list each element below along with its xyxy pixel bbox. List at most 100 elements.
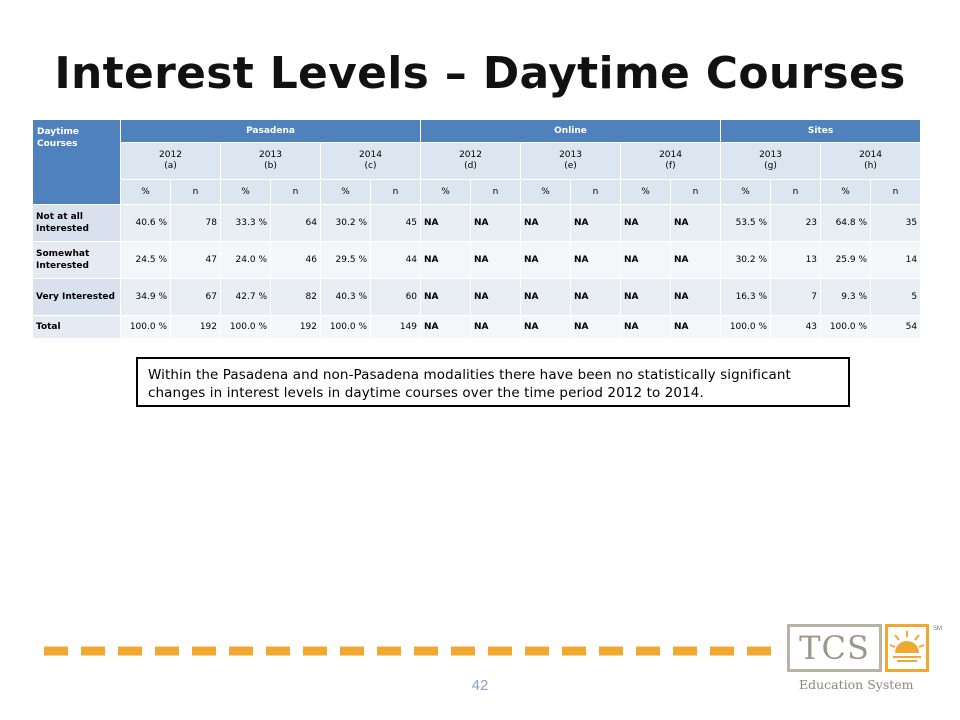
table-cell: 82 bbox=[270, 278, 321, 316]
table-cell: 44 bbox=[369, 241, 422, 279]
table-cell: NA bbox=[520, 241, 572, 279]
table-cell: 100.0 % bbox=[320, 315, 371, 339]
table-cell: 53.5 % bbox=[720, 204, 772, 242]
table-row: Not at all Interested 40.6 % 78 33.3 % 64 30.… bbox=[32, 204, 922, 242]
table-cell: 24.5 % bbox=[120, 241, 171, 279]
year-header: 2013 (e) bbox=[520, 142, 622, 180]
table-cell: NA bbox=[420, 241, 472, 279]
table-cell: NA bbox=[520, 315, 572, 339]
year-label: 2013 bbox=[759, 150, 782, 160]
logo-service-mark: SM bbox=[933, 626, 942, 632]
table-cell: 100.0 % bbox=[120, 315, 171, 339]
year-header: 2014 (f) bbox=[620, 142, 722, 180]
year-label: 2013 bbox=[559, 150, 582, 160]
table-cell: 45 bbox=[369, 204, 422, 242]
year-tag: (b) bbox=[264, 161, 277, 171]
year-tag: (a) bbox=[164, 161, 177, 171]
table-cell: 40.6 % bbox=[120, 204, 171, 242]
group-header-online: Online bbox=[420, 119, 722, 143]
logo-mark: TCS bbox=[787, 624, 882, 672]
year-label: 2014 bbox=[659, 150, 682, 160]
table-cell: NA bbox=[620, 204, 672, 242]
percent-column-header: % bbox=[720, 179, 772, 205]
table-cell: NA bbox=[620, 315, 672, 339]
count-column-header: n bbox=[770, 179, 822, 205]
table-cell: 64.8 % bbox=[820, 204, 872, 242]
table-row: Somewhat Interested 24.5 % 47 24.0 % 46 29.5 … bbox=[32, 241, 922, 279]
table-cell: 25.9 % bbox=[820, 241, 872, 279]
table-cell: NA bbox=[470, 204, 522, 242]
row-label: Total bbox=[32, 315, 121, 339]
table-cell: 149 bbox=[369, 315, 422, 339]
year-label: 2012 bbox=[459, 150, 482, 160]
table-cell: 30.2 % bbox=[320, 204, 371, 242]
table-cell: 9.3 % bbox=[820, 278, 872, 316]
table-cell: NA bbox=[670, 278, 722, 316]
year-header: 2013 (g) bbox=[720, 142, 822, 180]
year-header: 2014 (h) bbox=[820, 142, 922, 180]
table-cell: 47 bbox=[170, 241, 221, 279]
table-cell: NA bbox=[420, 204, 472, 242]
table-cell: 54 bbox=[870, 315, 922, 339]
table-cell: NA bbox=[470, 241, 522, 279]
percent-column-header: % bbox=[420, 179, 472, 205]
table-cell: NA bbox=[670, 315, 722, 339]
table-cell: 40.3 % bbox=[320, 278, 371, 316]
table-cell: NA bbox=[620, 278, 672, 316]
logo-subtitle: Education System bbox=[799, 677, 914, 692]
table-cell: 100.0 % bbox=[220, 315, 271, 339]
count-column-header: n bbox=[670, 179, 722, 205]
table-cell: 23 bbox=[770, 204, 822, 242]
table-cell: NA bbox=[520, 204, 572, 242]
table-cell: 192 bbox=[170, 315, 221, 339]
table-cell: NA bbox=[570, 241, 622, 279]
count-column-header: n bbox=[570, 179, 622, 205]
table-cell: 64 bbox=[270, 204, 321, 242]
sun-icon bbox=[885, 624, 929, 672]
table-cell: 42.7 % bbox=[220, 278, 271, 316]
percent-column-header: % bbox=[820, 179, 872, 205]
year-header: 2012 (d) bbox=[420, 142, 522, 180]
table-row: Very Interested 34.9 % 67 42.7 % 82 40.3 % 60 N… bbox=[32, 278, 922, 316]
row-label: Somewhat Interested bbox=[32, 241, 121, 279]
year-tag: (c) bbox=[364, 161, 377, 171]
table-cell: 35 bbox=[870, 204, 922, 242]
table-cell: 60 bbox=[369, 278, 422, 316]
table-cell: 30.2 % bbox=[720, 241, 772, 279]
table-row: Total 100.0 % 192 100.0 % 192 100.0 % 149 NA NA N… bbox=[32, 315, 922, 339]
table-cell: NA bbox=[470, 315, 522, 339]
percent-column-header: % bbox=[320, 179, 371, 205]
interest-table: Daytime Courses Pasadena Online Sites 20… bbox=[32, 119, 922, 339]
year-tag: (f) bbox=[665, 161, 676, 171]
table-cell: 16.3 % bbox=[720, 278, 772, 316]
table-cell: NA bbox=[670, 241, 722, 279]
table-cell: 192 bbox=[270, 315, 321, 339]
group-header-sites: Sites bbox=[720, 119, 922, 143]
table-cell: 5 bbox=[870, 278, 922, 316]
year-tag: (g) bbox=[764, 161, 777, 171]
percent-column-header: % bbox=[520, 179, 572, 205]
table-cell: 78 bbox=[170, 204, 221, 242]
page-number: 42 bbox=[471, 677, 489, 694]
table-cell: NA bbox=[470, 278, 522, 316]
decorative-dash-line bbox=[44, 646, 774, 656]
row-label: Not at all Interested bbox=[32, 204, 121, 242]
table-cell: NA bbox=[520, 278, 572, 316]
percent-column-header: % bbox=[120, 179, 171, 205]
count-column-header: n bbox=[369, 179, 422, 205]
table-cell: 100.0 % bbox=[720, 315, 772, 339]
count-column-header: n bbox=[470, 179, 522, 205]
table-cell: NA bbox=[420, 315, 472, 339]
table-cell: 46 bbox=[270, 241, 321, 279]
year-label: 2014 bbox=[859, 150, 882, 160]
table-cell: 34.9 % bbox=[120, 278, 171, 316]
table-corner-label: Daytime Courses bbox=[32, 119, 121, 205]
table-cell: 13 bbox=[770, 241, 822, 279]
findings-note: Within the Pasadena and non-Pasadena mod… bbox=[136, 357, 850, 407]
year-header: 2014 (c) bbox=[319, 142, 422, 180]
percent-column-header: % bbox=[620, 179, 672, 205]
row-label: Very Interested bbox=[32, 278, 121, 316]
year-label: 2012 bbox=[159, 150, 182, 160]
table-cell: NA bbox=[570, 204, 622, 242]
table-cell: 14 bbox=[870, 241, 922, 279]
